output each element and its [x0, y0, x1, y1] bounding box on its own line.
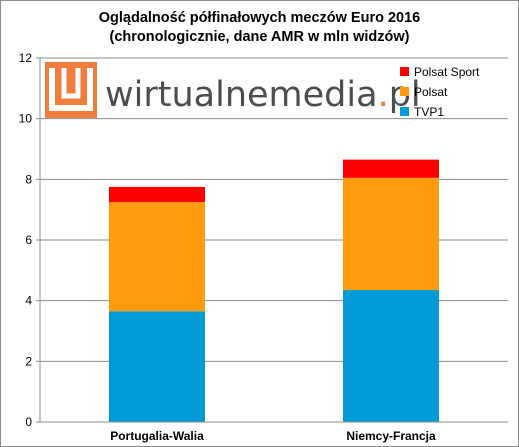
- legend-label-polsat-sport: Polsat Sport: [414, 65, 480, 79]
- y-tick-label-4: 8: [25, 172, 32, 186]
- y-tick-label-5: 10: [19, 112, 33, 126]
- axis-labels: 0 2 4 6 8 10 12 Portugalia-Walia Niemcy-Francja: [19, 51, 436, 443]
- logo-text: wirtualnemedia.pl: [105, 75, 421, 115]
- legend-swatch-tvp1: [400, 107, 409, 116]
- bar-segment-polsat-1: [343, 177, 439, 291]
- chart-title: Oglądalność półfinałowych meczów Euro 20…: [98, 10, 421, 26]
- logo-dot: .: [378, 75, 389, 115]
- axes: [36, 57, 508, 423]
- y-tick-label-6: 12: [19, 51, 33, 65]
- y-tick-label-3: 6: [25, 233, 32, 247]
- y-tick-label-0: 0: [25, 415, 32, 429]
- bar-segment-polsat-0: [109, 202, 205, 312]
- bar-segment-tvp1-1: [343, 290, 439, 422]
- bars: [109, 159, 439, 422]
- wirtualnemedia-logo: wirtualnemedia.pl: [45, 62, 421, 118]
- bar-segment-tvp1-0: [109, 311, 205, 422]
- legend-swatch-polsat: [400, 87, 409, 96]
- y-tick-label-2: 4: [25, 294, 32, 308]
- x-category-label-0: Portugalia-Walia: [110, 429, 204, 443]
- legend-label-tvp1: TVP1: [414, 105, 444, 119]
- chart-subtitle: (chronologicznie, dane AMR w mln widzów): [109, 29, 410, 45]
- legend-label-polsat: Polsat: [414, 85, 448, 99]
- bar-segment-polsat-sport-1: [343, 159, 439, 178]
- logo-mark-icon: [45, 62, 97, 118]
- bar-segment-polsat-sport-0: [109, 186, 205, 203]
- x-category-label-1: Niemcy-Francja: [346, 429, 436, 443]
- legend: Polsat Sport Polsat TVP1: [400, 65, 480, 119]
- legend-swatch-polsat-sport: [400, 67, 409, 76]
- y-tick-label-1: 2: [25, 354, 32, 368]
